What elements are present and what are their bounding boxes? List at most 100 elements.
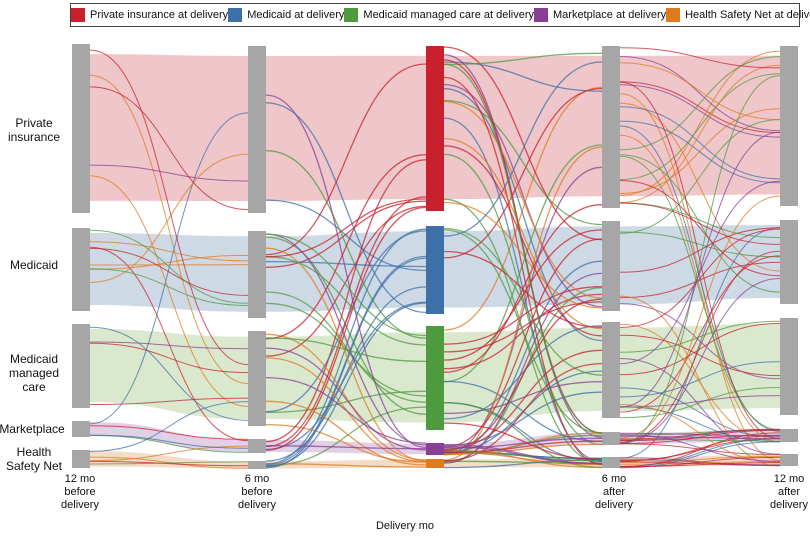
time-label-12mo-after: 12 mo after delivery bbox=[770, 473, 808, 511]
flow-line bbox=[89, 86, 249, 211]
node-bar bbox=[426, 459, 444, 468]
flow-line bbox=[89, 49, 249, 366]
flow-line bbox=[619, 64, 781, 203]
flow-line bbox=[619, 278, 781, 444]
flow-line bbox=[619, 361, 781, 398]
flow-line bbox=[443, 88, 603, 342]
flow-line bbox=[619, 334, 781, 377]
node-bar bbox=[72, 421, 90, 437]
flow-line bbox=[443, 381, 603, 415]
flow-line bbox=[265, 400, 427, 466]
flow-line bbox=[265, 199, 427, 272]
flow-band bbox=[444, 226, 602, 308]
node-bar bbox=[602, 221, 620, 311]
flow-line bbox=[619, 180, 781, 277]
flow-line bbox=[89, 460, 249, 467]
flow-line bbox=[619, 358, 781, 455]
node-bar bbox=[780, 318, 798, 415]
flow-line bbox=[619, 320, 781, 353]
legend-swatch-health-safety-net bbox=[666, 8, 681, 22]
flow-line bbox=[265, 205, 427, 357]
flow-band bbox=[444, 55, 602, 200]
flow-line bbox=[443, 63, 603, 434]
flow-line bbox=[443, 422, 603, 461]
flow-band bbox=[620, 323, 780, 412]
category-label-medicaid: Medicaid bbox=[9, 258, 59, 272]
flow-line bbox=[265, 445, 427, 450]
flow-band bbox=[90, 54, 248, 201]
flow-line bbox=[265, 102, 427, 314]
node-bar bbox=[248, 46, 266, 213]
legend-label-medicaid: Medicaid at delivery bbox=[247, 9, 345, 21]
category-label-private-insurance: Private insurance bbox=[7, 116, 61, 144]
node-bar bbox=[72, 450, 90, 468]
flow-line bbox=[443, 443, 603, 455]
time-label-12mo-before: 12 mo before delivery bbox=[61, 473, 99, 511]
node-columns bbox=[72, 44, 798, 469]
flow-line bbox=[443, 100, 603, 299]
flow-band bbox=[266, 332, 426, 423]
flow-line bbox=[265, 196, 427, 448]
flow-line bbox=[619, 73, 781, 180]
legend-label-marketplace: Marketplace at delivery bbox=[553, 9, 667, 21]
flow-line bbox=[89, 425, 249, 440]
legend-label-private: Private insurance at delivery bbox=[90, 9, 229, 21]
flow-line bbox=[265, 333, 427, 461]
legend-label-health-safety-net: Health Safety Net at delivery bbox=[685, 9, 810, 21]
legend-item-medicaid: Medicaid at delivery bbox=[228, 8, 344, 22]
flow-line bbox=[619, 434, 781, 462]
flow-line bbox=[619, 108, 781, 194]
flow-line bbox=[619, 228, 781, 328]
flow-line bbox=[619, 56, 781, 132]
flow-line bbox=[443, 298, 603, 452]
legend-swatch-private bbox=[71, 8, 85, 22]
flow-line bbox=[619, 322, 781, 376]
flow-line bbox=[443, 349, 603, 451]
node-bar bbox=[780, 46, 798, 206]
flow-line bbox=[265, 257, 427, 469]
flow-line bbox=[443, 437, 603, 449]
flow-line bbox=[265, 423, 427, 463]
flow-line bbox=[619, 387, 781, 419]
legend-swatch-marketplace bbox=[534, 8, 548, 22]
flow-line bbox=[89, 175, 249, 407]
flow-line bbox=[265, 376, 427, 444]
flow-line bbox=[265, 150, 427, 339]
flow-line bbox=[265, 233, 427, 337]
node-bar bbox=[602, 322, 620, 418]
flow-line bbox=[619, 120, 781, 184]
node-bar bbox=[780, 454, 798, 466]
flow-line bbox=[619, 227, 781, 459]
flow-line bbox=[265, 200, 427, 268]
category-label-medicaid-managed-care: Medicaid managed care bbox=[8, 352, 60, 394]
flow-line bbox=[265, 206, 427, 451]
flow-line bbox=[265, 247, 427, 462]
flow-line bbox=[265, 198, 427, 258]
flow-line bbox=[89, 229, 249, 304]
flow-line bbox=[619, 202, 781, 245]
flow-line bbox=[619, 106, 781, 180]
flow-line bbox=[619, 255, 781, 413]
flow-line bbox=[619, 438, 781, 467]
flow-line bbox=[89, 112, 249, 425]
flow-line bbox=[265, 63, 427, 256]
flow-line bbox=[443, 166, 603, 455]
flow-line bbox=[619, 456, 781, 468]
legend-label-medicaid-managed-care: Medicaid managed care at delivery bbox=[363, 9, 534, 21]
flow-line bbox=[619, 429, 781, 445]
flow-line bbox=[89, 153, 249, 283]
flow-line bbox=[619, 119, 781, 234]
flow-line bbox=[443, 201, 603, 309]
flow-line bbox=[443, 450, 603, 462]
flow-line bbox=[265, 463, 427, 468]
flow-lines bbox=[89, 46, 781, 469]
category-label-marketplace: Marketplace bbox=[0, 422, 65, 436]
node-bar bbox=[72, 44, 90, 213]
legend-swatch-medicaid-managed-care bbox=[344, 8, 359, 22]
legend: Private insurance at delivery Medicaid a… bbox=[70, 3, 810, 27]
flow-line bbox=[265, 256, 427, 346]
flow-line bbox=[443, 153, 603, 446]
flow-line bbox=[265, 301, 427, 450]
flow-line bbox=[89, 74, 249, 384]
legend-swatch-medicaid bbox=[228, 8, 243, 22]
